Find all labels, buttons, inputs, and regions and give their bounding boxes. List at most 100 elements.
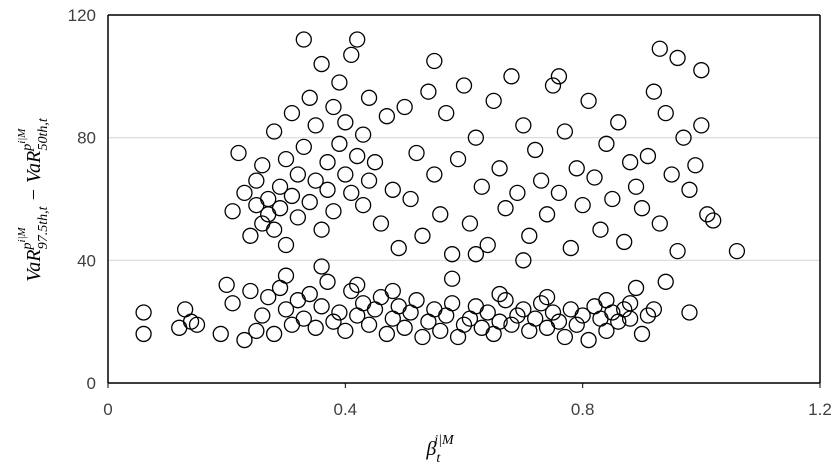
point: [621, 295, 639, 312]
point: [313, 258, 330, 275]
point: [473, 178, 490, 195]
point: [337, 166, 354, 183]
point: [372, 288, 390, 306]
point: [491, 313, 508, 330]
point: [313, 298, 330, 315]
point: [331, 135, 348, 152]
point: [331, 304, 348, 321]
point: [301, 193, 318, 211]
point: [354, 126, 372, 143]
point: [627, 279, 645, 297]
point: [331, 74, 348, 91]
point: [224, 295, 241, 312]
point: [384, 282, 401, 300]
point: [354, 295, 372, 312]
point: [360, 316, 378, 333]
point: [343, 184, 360, 202]
x-label-part: i|M: [434, 433, 455, 448]
point: [687, 157, 704, 174]
point: [218, 276, 235, 294]
point: [693, 62, 710, 79]
point: [580, 92, 597, 110]
point: [265, 123, 283, 140]
point: [497, 200, 514, 217]
point: [390, 239, 407, 257]
point: [354, 196, 372, 214]
point: [307, 117, 324, 134]
point: [313, 221, 330, 238]
point: [337, 114, 354, 131]
point: [639, 147, 657, 165]
x-axis-label: βt i|M: [425, 433, 455, 466]
point: [568, 160, 585, 177]
point: [378, 325, 396, 343]
x-tick-label: 1.2: [808, 400, 832, 419]
point: [212, 325, 229, 343]
point: [414, 328, 431, 346]
point: [598, 292, 615, 309]
point: [515, 252, 532, 269]
point: [598, 322, 615, 340]
point: [509, 307, 526, 324]
point: [598, 135, 615, 152]
point: [360, 89, 378, 106]
point: [283, 187, 301, 205]
point: [248, 172, 265, 189]
point: [260, 288, 277, 306]
point: [521, 227, 538, 244]
point: [568, 316, 585, 333]
point: [479, 304, 496, 321]
point: [426, 301, 443, 318]
point: [681, 304, 698, 321]
point: [527, 141, 544, 159]
point: [556, 123, 574, 140]
point: [307, 172, 324, 189]
point: [426, 52, 443, 70]
point: [135, 325, 152, 343]
point: [319, 181, 336, 198]
point: [663, 166, 680, 183]
point: [307, 319, 324, 336]
point: [260, 190, 277, 208]
point: [135, 304, 152, 321]
y-label-part: 50th,t: [36, 117, 51, 150]
point: [408, 292, 425, 309]
point: [657, 104, 674, 122]
point: [497, 292, 514, 309]
point: [414, 227, 431, 244]
point: [182, 313, 200, 330]
point: [657, 273, 674, 290]
point: [188, 316, 206, 333]
point: [349, 147, 366, 165]
y-tick-label: 80: [77, 129, 96, 148]
point: [532, 172, 550, 189]
point: [479, 236, 496, 254]
point: [509, 184, 526, 202]
point: [675, 129, 692, 146]
point: [402, 190, 419, 208]
y-axis-label: VaRpi|M 97.5th,t − VaRpi|M 50th,t: [16, 117, 51, 282]
point: [467, 246, 485, 263]
point: [224, 203, 241, 220]
point: [633, 325, 651, 343]
point: [443, 246, 461, 263]
x-tick-label: 0.4: [334, 400, 358, 419]
x-label-part: t: [436, 451, 441, 466]
point: [544, 304, 562, 321]
point: [550, 68, 568, 85]
point: [295, 310, 312, 327]
point: [432, 206, 449, 223]
x-tick-label: 0.8: [571, 400, 595, 419]
point: [574, 307, 591, 324]
point: [289, 209, 307, 226]
point: [295, 31, 312, 48]
point: [728, 242, 746, 260]
point: [325, 203, 342, 220]
point: [384, 181, 401, 198]
point: [681, 181, 698, 198]
point: [254, 157, 271, 174]
point: [556, 328, 574, 346]
point: [295, 138, 312, 156]
point: [301, 285, 318, 303]
point: [438, 104, 455, 122]
